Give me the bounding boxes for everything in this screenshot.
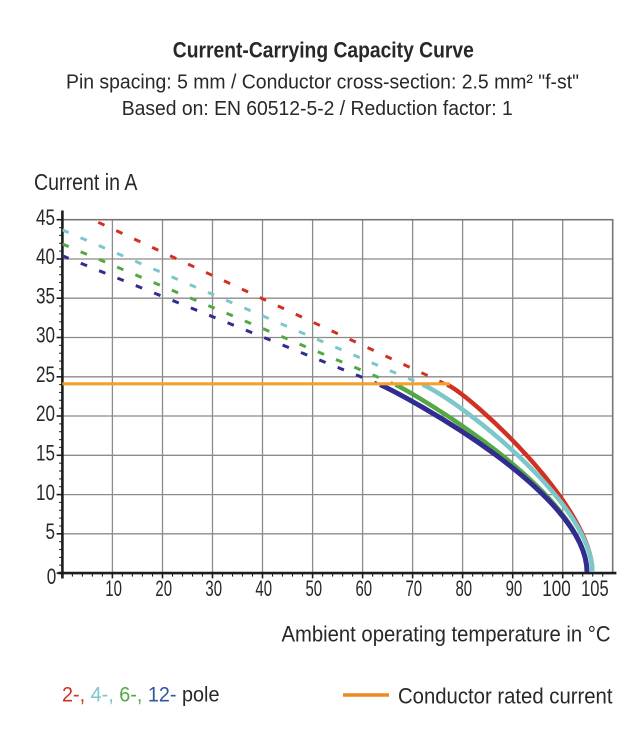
- svg-text:15: 15: [36, 441, 55, 466]
- svg-text:70: 70: [406, 576, 423, 601]
- svg-text:60: 60: [356, 576, 373, 601]
- svg-text:2-, 4-, 6-, 12- pole: 2-, 4-, 6-, 12- pole: [62, 684, 220, 707]
- svg-text:20: 20: [155, 576, 172, 601]
- svg-text:0: 0: [47, 564, 57, 589]
- svg-text:30: 30: [205, 576, 222, 601]
- svg-text:10: 10: [36, 480, 55, 505]
- svg-text:90: 90: [506, 576, 523, 601]
- svg-text:20: 20: [36, 401, 55, 426]
- svg-text:35: 35: [36, 283, 55, 308]
- svg-text:100: 100: [542, 576, 571, 601]
- svg-text:Current-Carrying Capacity Curv: Current-Carrying Capacity Curve: [173, 37, 474, 62]
- svg-text:10: 10: [105, 576, 122, 601]
- svg-text:Conductor rated current: Conductor rated current: [398, 684, 613, 709]
- svg-text:40: 40: [36, 244, 55, 269]
- svg-text:5: 5: [46, 519, 56, 544]
- svg-text:Pin spacing: 5 mm / Conductor: Pin spacing: 5 mm / Conductor cross-sect…: [66, 72, 579, 94]
- svg-text:50: 50: [306, 576, 323, 601]
- svg-text:45: 45: [36, 205, 55, 230]
- svg-text:105: 105: [581, 576, 609, 601]
- svg-text:Ambient operating temperature: Ambient operating temperature in °C: [282, 622, 611, 647]
- svg-text:25: 25: [36, 362, 55, 387]
- svg-text:Current in A: Current in A: [34, 169, 138, 195]
- svg-text:40: 40: [255, 576, 272, 601]
- svg-text:30: 30: [36, 323, 55, 348]
- svg-text:80: 80: [456, 576, 473, 601]
- svg-text:Based on: EN 60512-5-2 / Reduc: Based on: EN 60512-5-2 / Reduction facto…: [122, 98, 513, 120]
